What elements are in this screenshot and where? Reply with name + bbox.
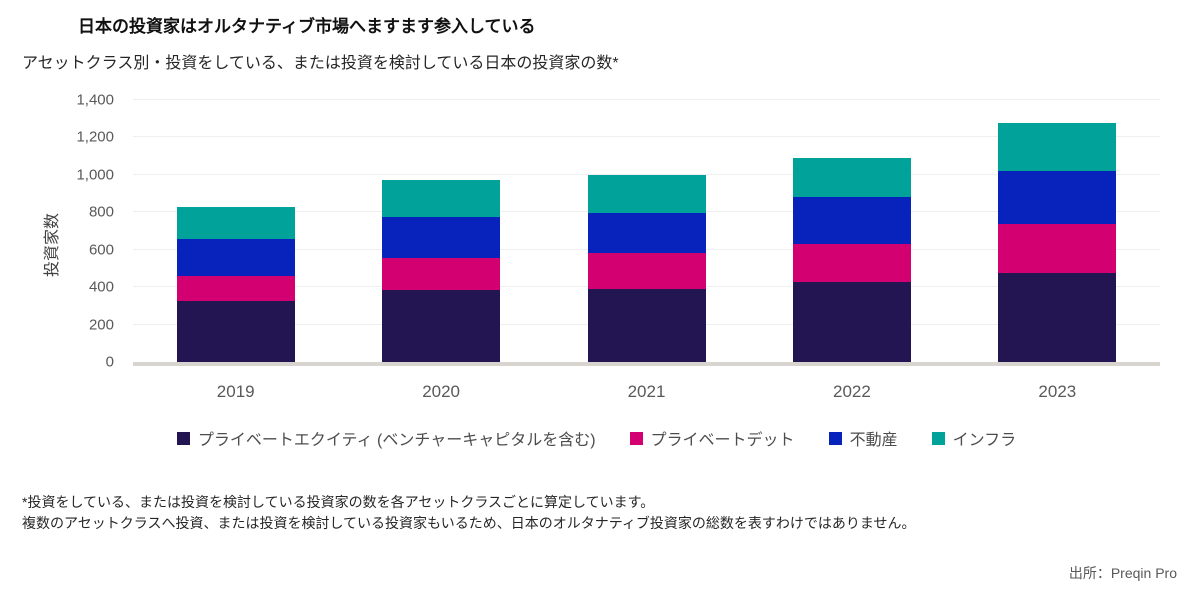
footnote: *投資をしている、または投資を検討している投資家の数を各アセットクラスごとに算定…: [22, 492, 915, 534]
bar-slot-2023: [955, 100, 1160, 362]
bar-2022: [792, 158, 911, 362]
bar-segment: [176, 206, 295, 239]
legend-label: インフラ: [952, 432, 1017, 449]
gridline: [133, 99, 1160, 100]
y-tick-label: 200: [88, 316, 114, 334]
plot-area: [133, 99, 1160, 362]
footnote-line-2: 複数のアセットクラスへ投資、または投資を検討している投資家もいるため、日本のオル…: [22, 515, 916, 531]
bar-segment: [792, 158, 911, 198]
bar-segment: [998, 123, 1117, 172]
x-axis-line: [133, 362, 1160, 366]
source-label: 出所：Preqin Pro: [1068, 565, 1177, 581]
bar-2021: [587, 174, 706, 362]
bar-segment: [792, 244, 911, 282]
legend-label: プライベートデット: [650, 432, 795, 449]
bar-segment: [382, 179, 501, 217]
chart-title: 日本の投資家はオルタナティブ市場へますます参入している: [78, 17, 536, 36]
legend-item: プライベートデット: [629, 426, 795, 450]
bar-2020: [382, 179, 501, 362]
bar-segment: [998, 224, 1117, 274]
bar-segment: [382, 216, 501, 259]
y-tick-label: 1,000: [76, 166, 114, 184]
bar-segment: [587, 289, 706, 362]
legend-item: プライベートエクイティ (ベンチャーキャピタルを含む): [176, 426, 596, 450]
bar-2019: [176, 206, 295, 362]
x-tick-label: 2023: [1038, 382, 1077, 401]
bar-segment: [176, 238, 295, 276]
bar-segment: [587, 213, 706, 254]
y-tick-label: 1,400: [76, 91, 114, 109]
legend-swatch: [176, 431, 190, 445]
x-tick-label: 2020: [422, 382, 461, 401]
legend-item: 不動産: [828, 426, 898, 450]
x-tick-labels: 2019 2020 2021 2022 2023: [133, 382, 1160, 402]
y-tick-labels: 0 200 400 600 800 1,000 1,200 1,400: [0, 92, 122, 371]
legend: プライベートエクイティ (ベンチャーキャピタルを含む) プライベートデット 不動産 イ…: [0, 426, 1193, 450]
gridline: [133, 136, 1160, 138]
bar-segment: [792, 197, 911, 245]
bar-slot-2021: [544, 100, 749, 362]
bars: [133, 100, 1160, 362]
legend-item: インフラ: [931, 426, 1017, 450]
bar-segment: [998, 273, 1117, 362]
legend-swatch: [931, 431, 945, 445]
x-tick-label: 2022: [833, 382, 871, 401]
y-tick-label: 800: [88, 203, 114, 221]
bar-segment: [176, 275, 295, 302]
bar-2023: [998, 123, 1117, 362]
bar-segment: [587, 253, 706, 290]
gridline: [133, 173, 1160, 175]
x-tick-label: 2019: [216, 382, 255, 401]
y-tick-label: 1,200: [76, 128, 114, 146]
legend-swatch: [629, 431, 643, 445]
y-tick-label: 400: [88, 278, 114, 296]
bar-slot-2020: [338, 100, 543, 362]
y-tick-label: 600: [88, 241, 114, 259]
bar-segment: [382, 258, 501, 290]
footnote-line-1: *投資をしている、または投資を検討している投資家の数を各アセットクラスごとに算定…: [22, 494, 655, 510]
x-tick-label: 2021: [627, 382, 666, 401]
bar-slot-2022: [749, 100, 954, 362]
legend-label: 不動産: [849, 432, 898, 449]
y-tick-label: 0: [105, 353, 114, 371]
bar-segment: [792, 281, 911, 362]
bar-segment: [176, 301, 295, 362]
bar-slot-2019: [133, 100, 338, 362]
legend-label: プライベートエクイティ (ベンチャーキャピタルを含む): [197, 432, 596, 449]
bar-segment: [998, 171, 1117, 225]
chart-subtitle: アセットクラス別・投資をしている、または投資を検討している日本の投資家の数*: [22, 55, 619, 72]
legend-swatch: [828, 431, 842, 445]
bar-segment: [382, 289, 501, 362]
bar-segment: [587, 174, 706, 214]
